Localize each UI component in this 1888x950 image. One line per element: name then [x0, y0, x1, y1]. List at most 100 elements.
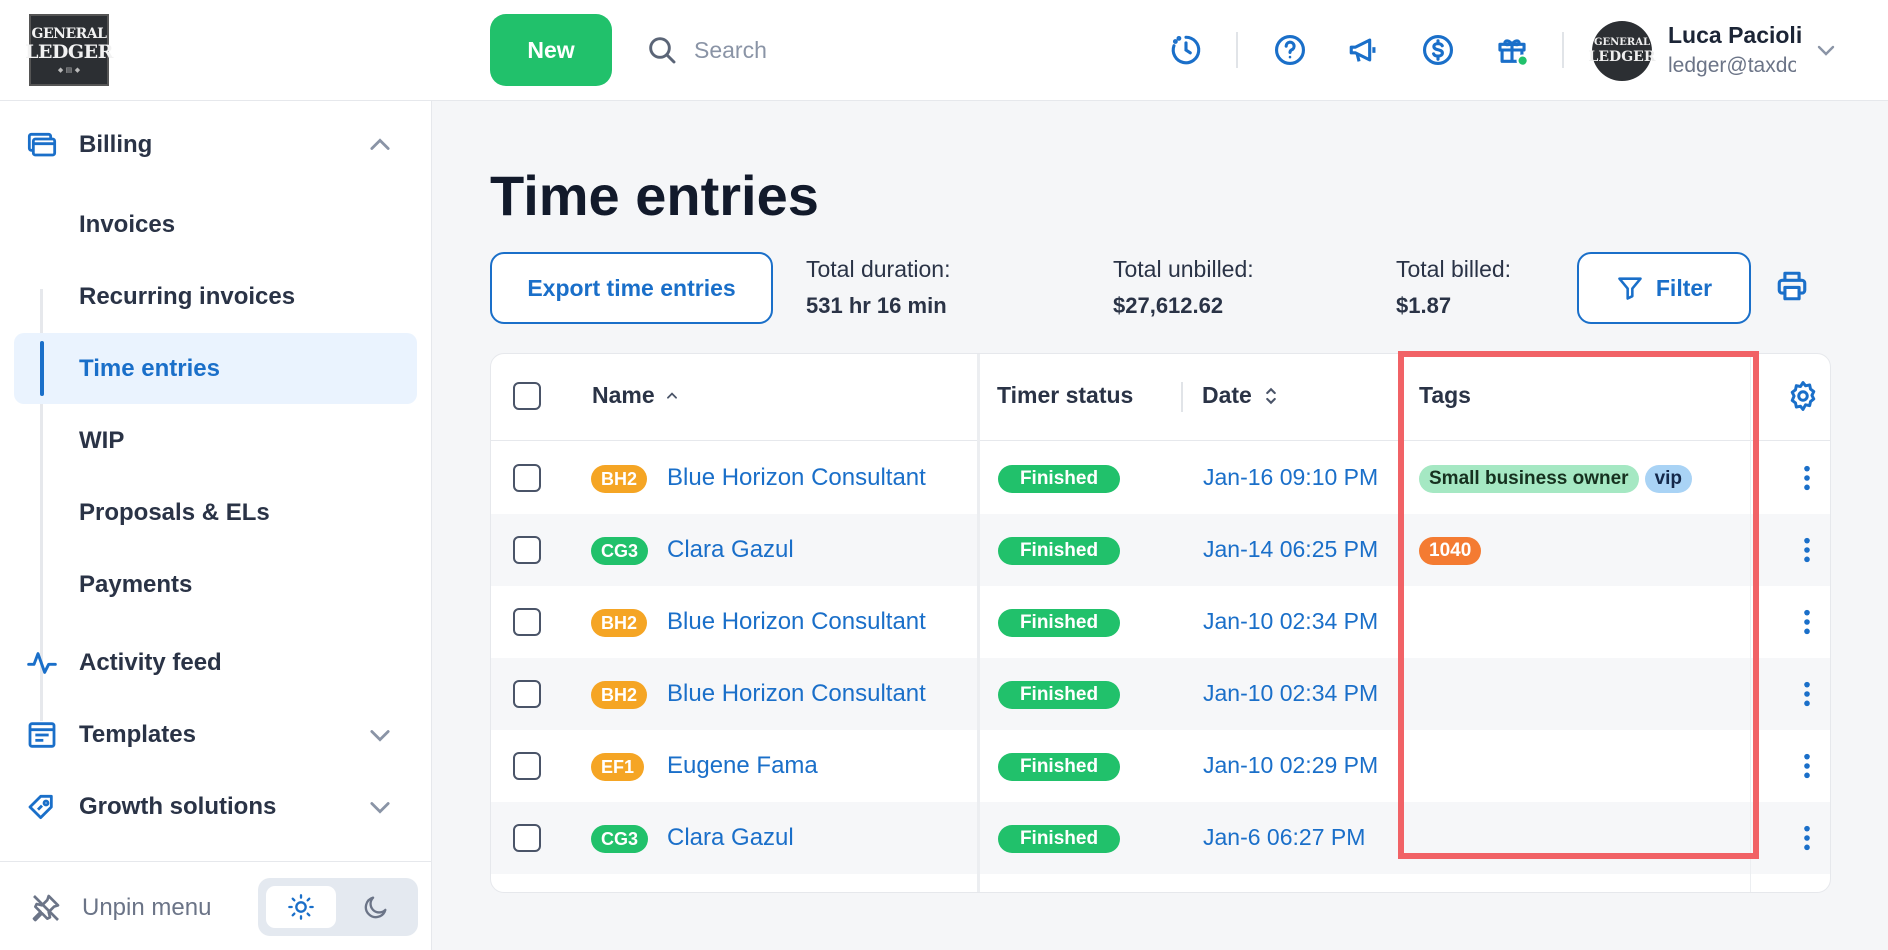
more-options-icon[interactable] [1791, 606, 1823, 638]
more-options-icon[interactable] [1791, 462, 1823, 494]
sidebar-item-proposals-els[interactable]: Proposals & ELs [79, 498, 270, 526]
header-divider [1562, 32, 1564, 68]
row-checkbox[interactable] [513, 464, 541, 492]
table-row[interactable]: CG3 Clara Gazul Finished Jan-6 06:27 PM [491, 802, 1830, 874]
chevron-down-icon[interactable] [1814, 38, 1838, 62]
sidebar-section-templates[interactable]: Templates [0, 707, 432, 763]
general-ledger-logo[interactable]: GENERAL LEDGER ◆ ▤ ◆ [25, 14, 113, 86]
table-header: Name Timer status Date Tags [491, 354, 1830, 441]
column-header-tags[interactable]: Tags [1419, 382, 1471, 408]
more-options-icon[interactable] [1791, 822, 1823, 854]
print-icon[interactable] [1775, 269, 1809, 303]
table-row[interactable]: BH2 Blue Horizon Consultant Finished Jan-10… [491, 658, 1830, 730]
tag-pill[interactable]: Small business owner [1419, 465, 1639, 493]
new-button[interactable]: New [490, 14, 612, 86]
tag-pill[interactable]: vip [1644, 465, 1693, 493]
sidebar-tree-line [40, 289, 43, 721]
light-mode-button[interactable] [266, 886, 336, 928]
gift-icon[interactable] [1492, 30, 1532, 70]
client-name-link[interactable]: Eugene Fama [667, 752, 818, 779]
entry-date-link[interactable]: Jan-10 02:34 PM [1203, 680, 1379, 706]
stat-total-billed: Total billed: $1.87 [1396, 256, 1512, 318]
sidebar-item-activity-feed[interactable]: Activity feed [0, 635, 432, 691]
more-options-icon[interactable] [1791, 678, 1823, 710]
search-placeholder[interactable]: Search [694, 36, 767, 63]
user-name: Luca Pacioli [1668, 22, 1803, 48]
table-row[interactable]: EF1 Eugene Fama Finished Jan-10 02:29 PM [491, 730, 1830, 802]
table-row[interactable]: BH2 Blue Horizon Consultant Finished Jan-16… [491, 442, 1830, 514]
client-initials-badge: CG3 [591, 825, 649, 853]
more-options-icon[interactable] [1791, 750, 1823, 782]
row-checkbox[interactable] [513, 608, 541, 636]
entry-date-link[interactable]: Jan-14 06:25 PM [1203, 536, 1379, 562]
status-badge: Finished [998, 681, 1120, 709]
gear-icon[interactable] [1786, 379, 1820, 413]
entry-date-link[interactable]: Jan-16 09:10 PM [1203, 464, 1379, 490]
pin-icon [32, 894, 60, 922]
unpin-menu-button[interactable]: Unpin menu [30, 892, 211, 924]
theme-toggle[interactable] [258, 878, 418, 936]
table-row[interactable]: CG3 Clara Gazul Finished Jan-14 06:25 PM 104… [491, 514, 1830, 586]
status-badge: Finished [998, 537, 1120, 565]
tag-pill[interactable]: 1040 [1419, 537, 1482, 565]
sidebar-item-recurring-invoices[interactable]: Recurring invoices [79, 282, 296, 310]
stat-total-unbilled: Total unbilled: $27,612.62 [1113, 256, 1254, 318]
search-box[interactable]: Search [646, 30, 767, 70]
sidebar-item-payments[interactable]: Payments [79, 570, 193, 598]
sidebar-item-time-entries[interactable]: Time entries [14, 333, 417, 404]
column-divider [1750, 354, 1751, 892]
row-checkbox[interactable] [513, 536, 541, 564]
header-divider [1236, 32, 1238, 68]
growth-tag-icon [26, 791, 58, 823]
column-header-date[interactable]: Date [1202, 382, 1280, 409]
sidebar-item-wip[interactable]: WIP [79, 426, 125, 454]
tags-cell: Small business owner vip [1419, 465, 1693, 493]
main-content: Time entries Export time entries Total d… [432, 101, 1888, 950]
announcement-icon[interactable] [1344, 30, 1384, 70]
client-initials-badge: BH2 [591, 465, 648, 493]
moon-icon [364, 896, 387, 919]
sun-icon [288, 894, 314, 920]
dark-mode-button[interactable] [342, 886, 410, 928]
entry-date-link[interactable]: Jan-6 06:27 PM [1203, 824, 1366, 850]
tags-cell: 1040 [1419, 537, 1482, 565]
avatar: GENERAL LEDGER [1589, 21, 1655, 81]
client-name-link[interactable]: Blue Horizon Consultant [667, 608, 926, 635]
column-header-name[interactable]: Name [592, 382, 679, 409]
entry-date-link[interactable]: Jan-10 02:34 PM [1203, 608, 1379, 634]
chevron-down-icon[interactable] [366, 721, 394, 749]
sidebar-section-growth-solutions[interactable]: Growth solutions [0, 779, 432, 835]
user-email: ledger@taxdo [1668, 54, 1796, 77]
row-checkbox[interactable] [513, 680, 541, 708]
filter-button[interactable]: Filter [1577, 252, 1751, 324]
help-icon[interactable] [1270, 30, 1310, 70]
client-initials-badge: BH2 [591, 609, 648, 637]
sidebar-section-billing[interactable]: Billing [0, 117, 432, 173]
client-name-link[interactable]: Clara Gazul [667, 824, 794, 851]
client-initials-badge: EF1 [591, 753, 645, 781]
chevron-down-icon[interactable] [366, 793, 394, 821]
client-name-link[interactable]: Blue Horizon Consultant [667, 680, 926, 707]
timer-icon[interactable] [1166, 30, 1206, 70]
table-row[interactable]: BH2 Blue Horizon Consultant Finished Jan-10… [491, 586, 1830, 658]
chevron-up-icon[interactable] [366, 131, 394, 159]
row-checkbox[interactable] [513, 752, 541, 780]
entry-date-link[interactable]: Jan-10 02:29 PM [1203, 752, 1379, 778]
status-badge: Finished [998, 825, 1120, 853]
client-name-link[interactable]: Clara Gazul [667, 536, 794, 563]
sidebar-item-invoices[interactable]: Invoices [79, 210, 176, 238]
billing-dollar-icon[interactable] [1418, 30, 1458, 70]
status-badge: Finished [998, 753, 1120, 781]
user-menu[interactable]: GENERAL LEDGER Luca Pacioli ledger@taxdo [1589, 20, 1852, 82]
top-bar: GENERAL LEDGER ◆ ▤ ◆ New Search GENERAL … [0, 0, 1888, 101]
select-all-checkbox[interactable] [513, 382, 541, 410]
header-divider [1181, 382, 1183, 412]
client-name-link[interactable]: Blue Horizon Consultant [667, 464, 926, 491]
column-header-timer-status[interactable]: Timer status [997, 382, 1134, 408]
row-checkbox[interactable] [513, 824, 541, 852]
export-time-entries-button[interactable]: Export time entries [490, 252, 773, 324]
more-options-icon[interactable] [1791, 534, 1823, 566]
sidebar-footer: Unpin menu [0, 861, 432, 950]
page-title: Time entries [490, 164, 819, 227]
filter-icon [1618, 277, 1642, 300]
